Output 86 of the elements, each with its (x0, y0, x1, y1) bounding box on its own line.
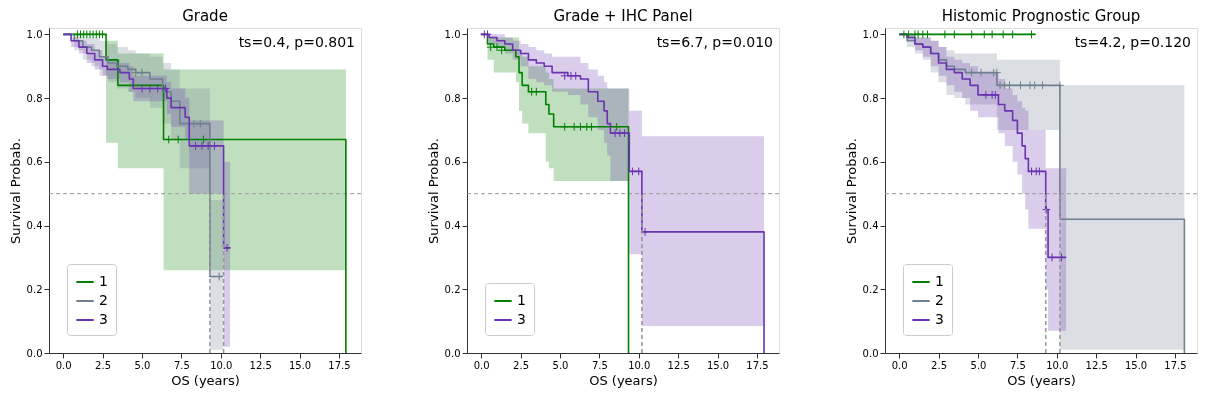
x-axis-title: OS (years) (1007, 372, 1076, 388)
y-tick-label: 0.6 (444, 156, 461, 168)
chart-title: Histomic Prognostic Group (941, 7, 1141, 25)
y-tick-label: 0.2 (26, 283, 43, 295)
point (1008, 30, 1018, 39)
y-tick-label: 0.4 (862, 220, 879, 232)
x-tick-label: 15.0 (706, 359, 730, 371)
point (203, 141, 213, 151)
point (620, 128, 629, 138)
point (1016, 80, 1025, 90)
legend-label: 3 (99, 311, 108, 327)
point (949, 30, 959, 39)
y-tick-label: 0.0 (444, 347, 461, 359)
x-tick-label: 10.0 (1046, 359, 1069, 371)
legend-label: 2 (935, 292, 944, 308)
y-tick-label: 0.0 (26, 347, 43, 359)
y-tick-label: 0.6 (862, 156, 879, 168)
y-tick-label: 0.8 (862, 92, 879, 104)
point (923, 30, 932, 39)
x-tick-label: 2.5 (931, 359, 948, 371)
legend-label: 3 (517, 311, 526, 327)
point (1038, 80, 1047, 90)
x-tick-label: 10.0 (210, 359, 233, 371)
y-tick-label: 1.0 (862, 28, 879, 40)
legend-label: 1 (517, 292, 526, 308)
y-tick-label: 0.6 (26, 156, 43, 168)
y-tick-label: 0.8 (26, 92, 43, 104)
x-tick-label: 5.0 (552, 359, 569, 371)
point (571, 71, 581, 81)
x-tick-label: 7.5 (1009, 359, 1026, 371)
y-tick-label: 0.0 (862, 347, 879, 359)
y-tick-label: 0.4 (26, 220, 43, 232)
x-tick-label: 7.5 (591, 359, 608, 371)
legend-label: 1 (935, 273, 944, 289)
legend-label: 2 (99, 292, 108, 308)
point (979, 30, 989, 39)
x-axis-title: OS (years) (589, 372, 658, 388)
x-tick-label: 12.5 (249, 359, 272, 371)
legend-label: 1 (99, 273, 108, 289)
x-tick-label: 10.0 (628, 359, 651, 371)
x-tick-label: 0.0 (891, 359, 908, 371)
x-tick-label: 17.5 (746, 359, 769, 371)
y-tick-label: 1.0 (26, 28, 43, 40)
x-tick-label: 7.5 (173, 359, 190, 371)
point (1027, 30, 1036, 39)
x-tick-label: 5.0 (970, 359, 987, 371)
point (940, 30, 950, 39)
y-tick-label: 1.0 (444, 28, 461, 40)
point (987, 30, 997, 39)
point (531, 87, 541, 97)
y-tick-label: 0.4 (444, 220, 461, 232)
annotation: ts=0.4, p=0.801 (238, 34, 355, 50)
x-tick-label: 15.0 (1124, 359, 1148, 371)
x-tick-label: 2.5 (513, 359, 530, 371)
point (210, 141, 219, 151)
y-axis-title: Survival Probab. (425, 138, 441, 244)
annotation: ts=4.2, p=0.120 (1074, 34, 1191, 50)
x-tick-label: 5.0 (134, 359, 151, 371)
point (1005, 80, 1014, 90)
y-tick-label: 0.8 (444, 92, 461, 104)
chart-title: Grade (182, 7, 228, 25)
chart-title: Grade + IHC Panel (553, 7, 693, 25)
y-tick-label: 0.2 (444, 283, 461, 295)
point (998, 30, 1008, 39)
x-tick-label: 2.5 (95, 359, 112, 371)
point (981, 90, 991, 100)
point (560, 122, 570, 132)
x-tick-label: 12.5 (1085, 359, 1108, 371)
x-tick-label: 17.5 (328, 359, 351, 371)
y-tick-label: 0.2 (862, 283, 879, 295)
point (634, 167, 644, 176)
point (1055, 80, 1065, 90)
legend-label: 3 (935, 311, 944, 327)
point (612, 122, 622, 132)
point (222, 243, 232, 253)
x-tick-label: 17.5 (1164, 359, 1187, 371)
x-tick-label: 12.5 (667, 359, 690, 371)
y-axis-title: Survival Probab. (7, 138, 23, 244)
x-tick-label: 0.0 (473, 359, 490, 371)
point (967, 30, 977, 39)
annotation: ts=6.7, p=0.010 (656, 34, 773, 50)
y-axis-title: Survival Probab. (843, 138, 859, 244)
point (569, 122, 579, 132)
x-axis-title: OS (years) (171, 372, 240, 388)
x-tick-label: 15.0 (288, 359, 312, 371)
x-tick-label: 0.0 (55, 359, 72, 371)
